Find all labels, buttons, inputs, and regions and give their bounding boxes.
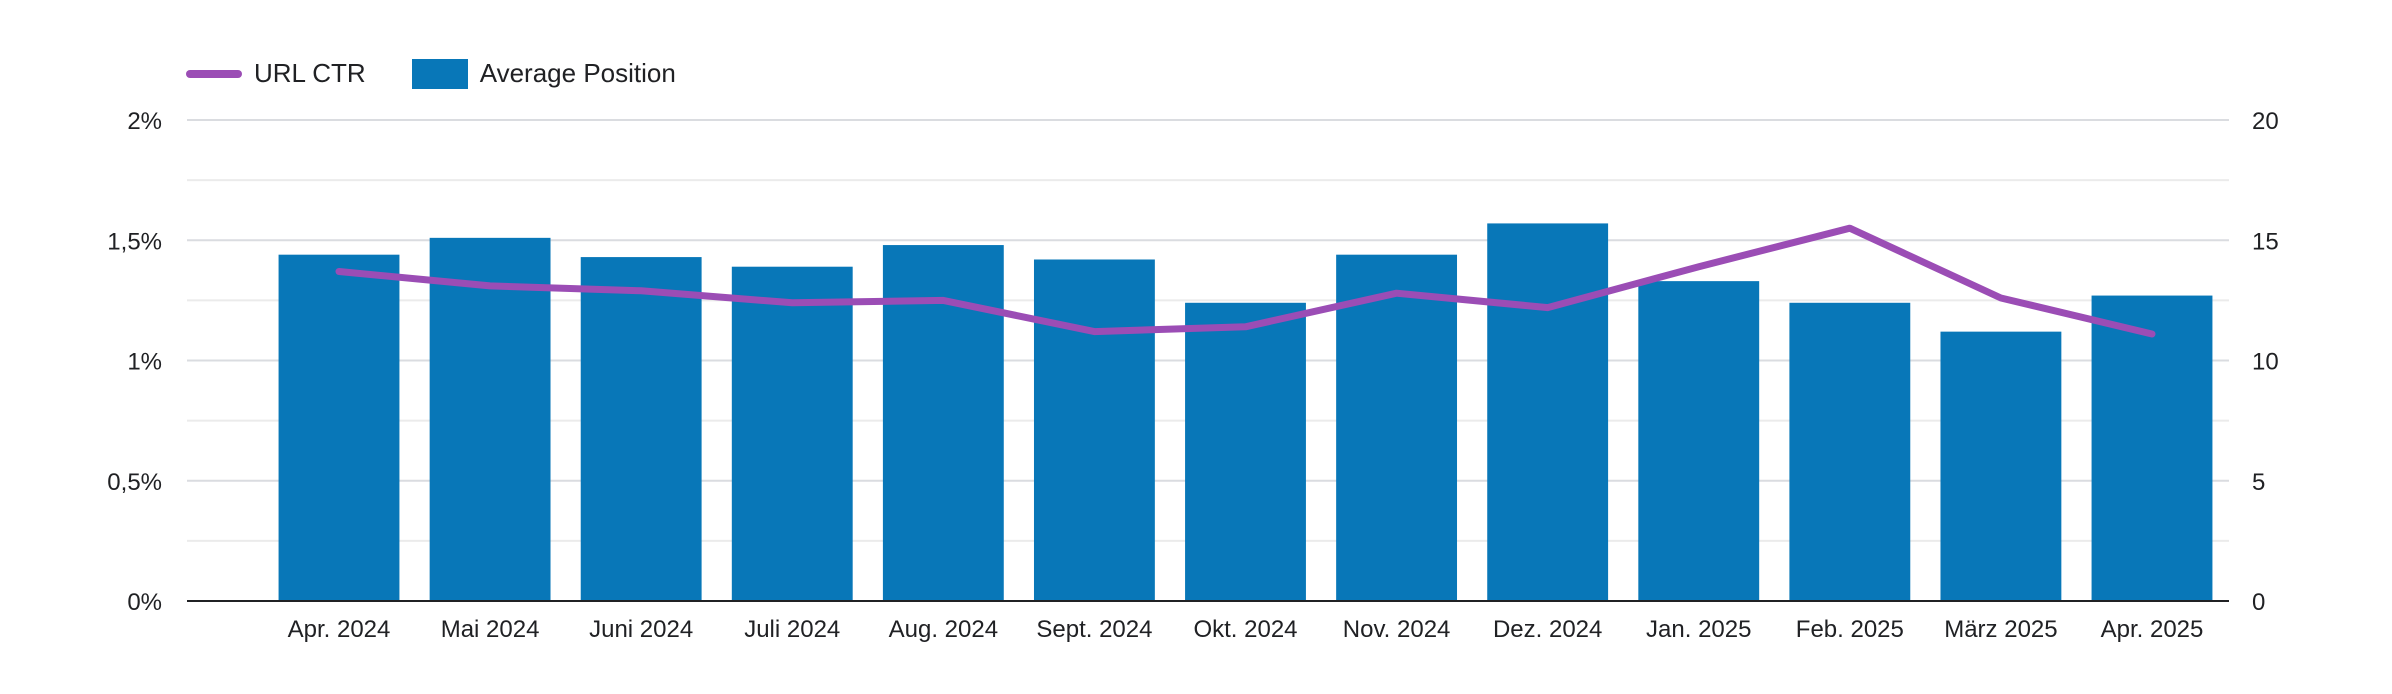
right-axis-tick-label: 10 [2252,349,2279,376]
legend-swatch-average-position [411,58,468,89]
x-axis-tick-label: Juli 2024 [744,616,840,643]
line-url-ctr [335,224,2156,338]
bar-average-position [2091,295,2213,601]
bar-average-position [1487,223,1609,602]
bar-average-position [429,237,551,601]
right-axis-tick-label: 0 [2252,589,2265,616]
x-axis-tick-label: Mai 2024 [441,616,540,643]
legend-label-average-position: Average Position [479,58,676,88]
bar-average-position [278,254,400,601]
bar-average-position [1638,281,1760,601]
bar-average-position [731,266,853,601]
chart-legend: URL CTR Average Position [186,58,722,89]
legend-item-url-ctr[interactable]: URL CTR [186,58,366,89]
right-axis-tick-label: 5 [2252,469,2265,496]
legend-swatch-url-ctr [186,69,242,78]
bar-average-position [1033,259,1155,601]
x-axis-tick-label: März 2025 [1944,616,2057,643]
x-axis-tick-label: Sept. 2024 [1036,616,1152,643]
left-axis-tick-label: 0% [127,589,162,616]
x-axis-tick-label: Apr. 2024 [288,616,391,643]
right-axis-tick-label: 20 [2252,108,2279,135]
x-axis-tick-label: Dez. 2024 [1493,616,1602,643]
left-axis-tick-label: 0,5% [107,469,162,496]
x-axis-tick-label: Feb. 2025 [1796,616,1904,643]
right-axis-tick-label: 15 [2252,228,2279,255]
bar-average-position [1789,302,1911,601]
legend-item-average-position[interactable]: Average Position [411,58,676,89]
bar-average-position [1940,331,2062,601]
x-axis-tick-label: Juni 2024 [589,616,693,643]
x-axis-tick-label: Aug. 2024 [889,616,998,643]
x-axis-tick-label: Apr. 2025 [2101,616,2204,643]
bar-average-position [1336,254,1458,601]
left-axis-tick-label: 1% [127,349,162,376]
bar-average-position [1185,302,1306,601]
x-axis-tick-label: Okt. 2024 [1193,616,1297,643]
legend-label-url-ctr: URL CTR [254,58,366,88]
bar-average-position [580,257,702,601]
left-axis-tick-label: 2% [127,108,162,135]
x-axis-tick-label: Nov. 2024 [1343,616,1451,643]
left-axis-tick-label: 1,5% [107,228,162,255]
x-axis-tick-label: Jan. 2025 [1646,616,1751,643]
